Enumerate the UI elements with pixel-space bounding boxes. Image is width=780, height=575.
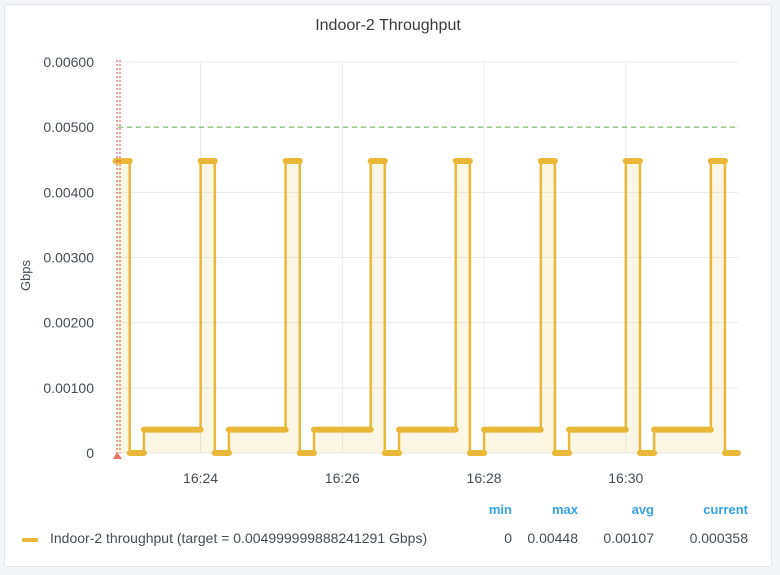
annotation-marker-icon (113, 452, 122, 459)
series-area-fill (115, 161, 738, 453)
chart-panel: Indoor-2 Throughput (4, 4, 772, 567)
stat-value-min: 0 (504, 530, 512, 546)
x-tick-label: 16:26 (325, 470, 360, 486)
y-tick-label: 0.00400 (43, 184, 94, 200)
legend-item[interactable]: Indoor-2 throughput (target = 0.00499999… (18, 530, 758, 550)
stat-header-current[interactable]: current (703, 502, 748, 517)
stat-header-min[interactable]: min (488, 502, 512, 517)
x-tick-label: 16:30 (608, 470, 643, 486)
legend-series-name[interactable]: Indoor-2 throughput (target = 0.00499999… (50, 530, 428, 546)
panel-title[interactable]: Indoor-2 Throughput (315, 17, 461, 34)
y-axis-label: Gbps (18, 259, 34, 292)
y-tick-label: 0 (86, 445, 94, 461)
legend-color-swatch[interactable] (22, 538, 38, 542)
stat-value-avg: 0.00107 (603, 530, 654, 546)
x-tick-label: 16:24 (183, 470, 218, 486)
y-tick-label: 0.00300 (43, 250, 94, 266)
y-tick-label: 0.00200 (43, 315, 94, 331)
x-tick-label: 16:28 (467, 470, 502, 486)
y-tick-label: 0.00600 (43, 54, 94, 70)
stat-header-max[interactable]: max (551, 502, 578, 517)
stat-header-avg[interactable]: avg (631, 502, 654, 517)
stat-value-max: 0.00448 (527, 530, 578, 546)
y-tick-label: 0.00100 (43, 380, 94, 396)
y-tick-label: 0.00500 (43, 119, 94, 135)
stat-value-current: 0.000358 (689, 530, 748, 546)
